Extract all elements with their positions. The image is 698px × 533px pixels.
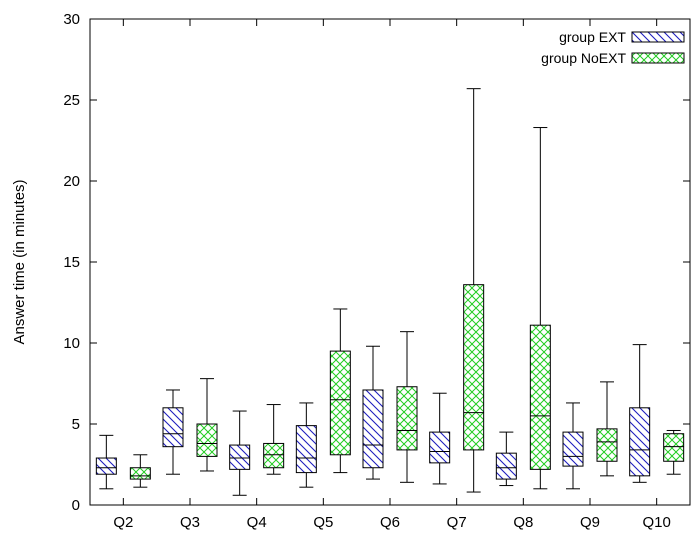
x-tick-label: Q10 xyxy=(642,514,670,531)
box xyxy=(495,431,517,487)
box-body xyxy=(495,452,517,480)
box xyxy=(162,389,184,475)
box xyxy=(429,392,451,485)
box-body xyxy=(629,407,651,477)
legend-swatch xyxy=(631,31,685,43)
box xyxy=(229,410,251,496)
box xyxy=(663,429,685,475)
box-body xyxy=(463,284,485,451)
legend: group EXT group NoEXT xyxy=(541,29,685,66)
box-body xyxy=(362,389,384,469)
box xyxy=(95,434,117,490)
box xyxy=(562,402,584,490)
box-body xyxy=(562,431,584,467)
box-body xyxy=(263,442,285,469)
box xyxy=(629,344,651,483)
box-body xyxy=(663,433,685,462)
y-axis-title: Answer time (in minutes) xyxy=(11,179,28,344)
y-axis: 0 5 10 15 20 25 30 xyxy=(63,11,690,514)
box xyxy=(529,127,551,490)
box-body xyxy=(429,431,451,464)
box xyxy=(263,404,285,475)
y-tick-label: 15 xyxy=(63,254,80,271)
y-tick-label: 20 xyxy=(63,173,80,190)
y-tick-label: 25 xyxy=(63,92,80,109)
box-body xyxy=(162,407,184,448)
box xyxy=(362,345,384,480)
x-axis: Q2 Q3 Q4 Q5 Q6 Q7 Q8 Q9 Q10 xyxy=(113,19,671,531)
x-tick-label: Q6 xyxy=(380,514,400,531)
box xyxy=(295,402,317,488)
y-tick-label: 0 xyxy=(72,497,80,514)
y-tick-label: 30 xyxy=(63,11,80,28)
box-body xyxy=(396,386,418,451)
y-tick-label: 10 xyxy=(63,335,80,352)
x-tick-label: Q9 xyxy=(580,514,600,531)
box xyxy=(396,331,418,483)
x-tick-label: Q7 xyxy=(447,514,467,531)
legend-swatch xyxy=(631,52,685,64)
x-tick-label: Q4 xyxy=(247,514,267,531)
box-body xyxy=(329,350,351,456)
box-body xyxy=(529,324,551,470)
box xyxy=(329,308,351,474)
y-tick-label: 5 xyxy=(72,416,80,433)
box-body xyxy=(129,467,151,480)
x-tick-label: Q8 xyxy=(513,514,533,531)
box xyxy=(196,378,218,472)
legend-label: group NoEXT xyxy=(541,50,626,66)
box xyxy=(129,454,151,488)
box-body xyxy=(596,428,618,462)
box-body xyxy=(295,425,317,474)
x-tick-label: Q5 xyxy=(313,514,333,531)
boxes xyxy=(95,88,685,496)
box xyxy=(463,88,485,493)
box-body xyxy=(196,423,218,457)
series-noext xyxy=(129,88,685,493)
box-body xyxy=(229,444,251,470)
box xyxy=(596,381,618,477)
box-body xyxy=(95,457,117,475)
legend-label: group EXT xyxy=(559,29,626,45)
x-tick-label: Q2 xyxy=(113,514,133,531)
series-ext xyxy=(95,344,651,496)
x-tick-label: Q3 xyxy=(180,514,200,531)
